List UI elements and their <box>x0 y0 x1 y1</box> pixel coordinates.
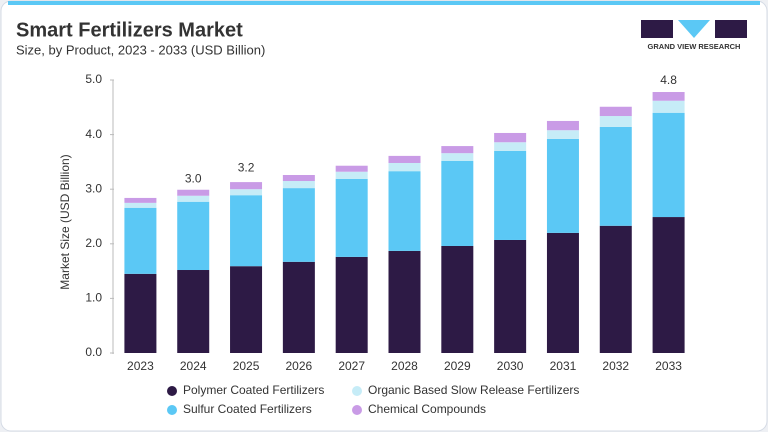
bar-segment <box>494 239 527 353</box>
y-tick-label: 1.0 <box>85 291 102 305</box>
y-tick-label: 2.0 <box>85 236 102 250</box>
bar-segment <box>546 120 579 131</box>
x-tick-label: 2030 <box>497 359 524 373</box>
logo-text: GRAND VIEW RESEARCH <box>648 42 741 51</box>
bar-segment <box>282 175 315 182</box>
x-tick-label: 2026 <box>286 359 313 373</box>
bar-segment <box>124 207 157 274</box>
bar-segment <box>599 106 632 117</box>
total-label: 3.0 <box>185 171 202 185</box>
legend-label: Polymer Coated Fertilizers <box>183 383 324 397</box>
y-tick-label: 5.0 <box>85 72 102 86</box>
bar-segment <box>652 217 685 353</box>
bar-segment <box>177 270 210 353</box>
legend-label: Chemical Compounds <box>368 402 486 416</box>
y-tick-label: 3.0 <box>85 181 102 195</box>
x-tick-label: 2031 <box>550 359 577 373</box>
total-label: 3.2 <box>238 160 255 174</box>
bar-segment <box>599 126 632 226</box>
bar-segment <box>441 245 474 353</box>
x-tick-label: 2028 <box>391 359 418 373</box>
legend-label: Organic Based Slow Release Fertilizers <box>368 383 579 397</box>
top-accent <box>8 1 760 5</box>
bar-segment <box>282 188 315 262</box>
bar-segment <box>124 273 157 353</box>
bar-segment <box>494 132 527 143</box>
bar-segment <box>124 202 157 208</box>
y-axis-label: Market Size (USD Billion) <box>58 154 72 289</box>
logo: GRAND VIEW RESEARCH <box>641 20 747 51</box>
bar-segment <box>230 189 263 196</box>
bar-segment <box>652 100 685 113</box>
bar-segment <box>388 155 421 163</box>
bar-segment <box>388 250 421 353</box>
bar-segment <box>335 178 368 257</box>
bar-segment <box>546 232 579 353</box>
x-tick-label: 2025 <box>233 359 260 373</box>
logo-block <box>678 20 710 38</box>
bar-segment <box>335 256 368 353</box>
bar-segment <box>230 182 263 190</box>
x-tick-label: 2023 <box>127 359 154 373</box>
bar-segment <box>546 138 579 233</box>
bar-segment <box>335 165 368 172</box>
x-tick-label: 2033 <box>655 359 682 373</box>
bar-segment <box>388 162 421 172</box>
bar-segment <box>599 116 632 127</box>
legend-marker <box>352 405 362 415</box>
bar-segment <box>546 130 579 139</box>
y-tick-label: 0.0 <box>85 345 102 359</box>
x-tick-label: 2029 <box>444 359 471 373</box>
bar-segment <box>177 195 210 202</box>
legend-label: Sulfur Coated Fertilizers <box>183 402 312 416</box>
bar-segment <box>494 142 527 151</box>
y-tick-label: 4.0 <box>85 127 102 141</box>
chart-subtitle: Size, by Product, 2023 - 2033 (USD Billi… <box>16 42 265 57</box>
bar-segment <box>177 201 210 271</box>
bar-segment <box>230 266 263 353</box>
legend-marker <box>167 386 177 396</box>
chart-title: Smart Fertilizers Market <box>16 19 243 41</box>
bar-segment <box>124 197 157 203</box>
bar-segment <box>494 150 527 240</box>
bar-segment <box>599 225 632 353</box>
total-label: 4.8 <box>660 73 677 87</box>
x-tick-label: 2027 <box>338 359 365 373</box>
bar-segment <box>388 171 421 251</box>
bar-segment <box>441 153 474 161</box>
legend-marker <box>167 405 177 415</box>
bar-segment <box>335 171 368 179</box>
bar-segment <box>177 189 210 196</box>
bar-segment <box>652 112 685 218</box>
x-tick-label: 2024 <box>180 359 207 373</box>
bar-segment <box>441 146 474 154</box>
bar-segment <box>282 181 315 189</box>
bar-segment <box>441 160 474 246</box>
logo-block <box>715 20 747 38</box>
logo-block <box>641 20 673 38</box>
bar-segment <box>652 92 685 101</box>
bar-segment <box>282 261 315 353</box>
bar-segment <box>230 195 263 267</box>
x-tick-label: 2032 <box>602 359 629 373</box>
legend-marker <box>352 386 362 396</box>
